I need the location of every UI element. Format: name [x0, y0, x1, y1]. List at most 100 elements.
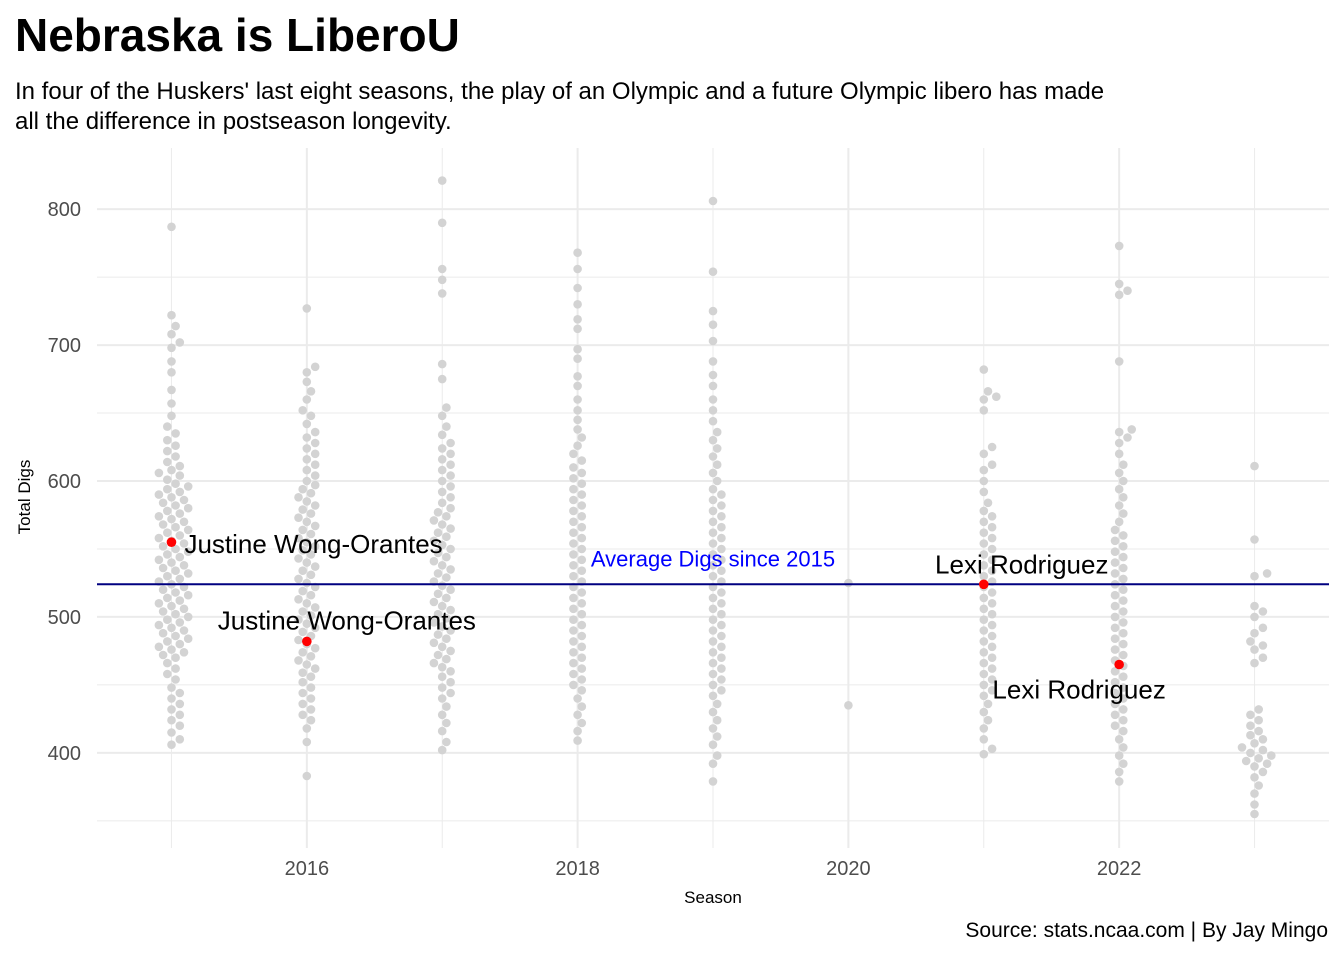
data-point [577, 433, 587, 442]
data-point [310, 362, 320, 372]
data-point [167, 558, 176, 567]
data-point [708, 724, 718, 733]
data-point [1114, 735, 1124, 744]
data-point [302, 476, 312, 486]
data-point [306, 488, 316, 498]
data-point [167, 411, 176, 421]
data-point [1110, 645, 1120, 654]
data-point [437, 176, 447, 185]
data-point [154, 512, 164, 521]
data-point [708, 370, 718, 380]
data-point [306, 387, 316, 396]
data-point [171, 566, 180, 575]
data-point [167, 493, 176, 502]
data-point [154, 555, 164, 565]
highlight-points: Justine Wong-Orantes Justine Wong-Orantes… [166, 529, 1166, 705]
data-point [175, 618, 185, 627]
data-point [306, 550, 316, 559]
data-point [569, 615, 578, 624]
data-point [1119, 759, 1128, 768]
data-point [446, 544, 455, 554]
data-point [1119, 694, 1128, 703]
data-point [302, 377, 312, 387]
data-point [310, 460, 320, 470]
data-point [712, 732, 722, 741]
data-point [979, 365, 989, 374]
data-point [442, 593, 451, 603]
data-point [294, 533, 303, 543]
data-point [167, 623, 176, 633]
data-point [310, 480, 320, 490]
data-point [577, 479, 587, 489]
data-point [446, 524, 455, 533]
data-point [310, 542, 320, 551]
data-point [573, 315, 582, 324]
data-point [163, 457, 172, 467]
data-point [302, 578, 312, 588]
data-point [979, 658, 989, 668]
data-point [1110, 667, 1120, 676]
y-tick-label: 700 [48, 335, 81, 357]
data-point [987, 512, 997, 521]
data-point [442, 718, 451, 728]
data-point [1119, 574, 1128, 584]
data-point [175, 471, 185, 480]
data-point [577, 501, 587, 510]
data-point [294, 656, 303, 665]
data-point [1119, 531, 1128, 540]
data-point [1119, 628, 1128, 638]
data-point [708, 395, 718, 404]
data-point [433, 508, 443, 517]
data-point [298, 699, 308, 709]
data-point [175, 574, 185, 584]
data-point [979, 680, 989, 690]
data-point [167, 368, 176, 377]
data-point [175, 735, 185, 744]
data-point [712, 715, 722, 725]
data-point [717, 653, 726, 662]
data-point [573, 300, 582, 309]
data-point [1250, 571, 1259, 581]
data-point [1119, 607, 1128, 616]
data-point [987, 664, 997, 673]
data-point [310, 449, 320, 459]
data-point [158, 585, 168, 594]
data-point [712, 444, 722, 453]
data-point [1119, 493, 1128, 502]
data-point [1119, 715, 1128, 725]
data-point [302, 395, 312, 404]
data-point [442, 403, 451, 412]
data-point [1114, 484, 1124, 494]
data-point [437, 264, 447, 274]
data-point [1114, 517, 1124, 527]
data-point [1119, 726, 1128, 736]
data-point [1110, 569, 1120, 578]
data-point [712, 699, 722, 709]
data-point [306, 509, 316, 518]
data-point [171, 452, 180, 461]
data-point [158, 498, 168, 508]
data-point [437, 374, 447, 384]
data-point [437, 444, 447, 453]
data-point [569, 528, 578, 537]
data-point [987, 599, 997, 608]
data-point [577, 588, 587, 597]
data-point [979, 476, 989, 486]
data-point [1250, 461, 1259, 471]
data-point [179, 539, 189, 548]
data-point [1114, 279, 1124, 289]
data-point [442, 573, 451, 582]
data-point [437, 694, 447, 703]
data-point [175, 596, 185, 605]
data-point [983, 699, 993, 709]
data-point [446, 471, 455, 480]
data-point [717, 631, 726, 641]
data-point [987, 642, 997, 652]
data-point [1258, 641, 1268, 650]
data-point [433, 650, 443, 660]
data-point [163, 446, 172, 456]
data-point [446, 677, 455, 687]
data-point [298, 627, 308, 637]
data-point [708, 495, 718, 505]
data-point [437, 289, 447, 298]
